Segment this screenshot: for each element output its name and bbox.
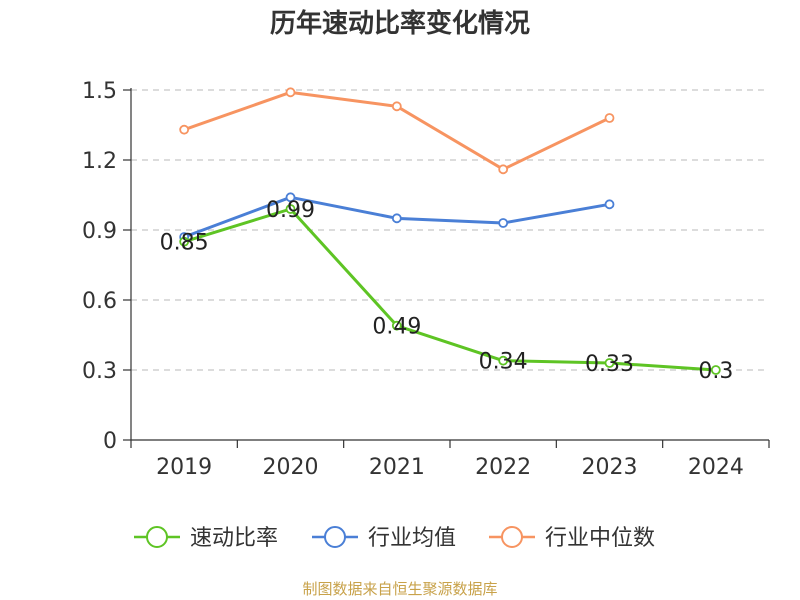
axes: 0 0.3 0.6 0.9 1.2 1.5 2019 2020 2021 2022 2023 2024 xyxy=(82,79,770,480)
y-tick-label: 1.2 xyxy=(82,149,117,174)
x-tick-label: 2019 xyxy=(156,455,212,480)
data-label: 0.33 xyxy=(585,352,634,377)
data-point xyxy=(391,320,402,331)
legend-label: 行业均值 xyxy=(368,526,456,551)
x-tick-label: 2021 xyxy=(369,455,425,480)
data-point xyxy=(285,192,296,203)
legend-item: 行业均值 xyxy=(312,526,456,551)
chart-title: 历年速动比率变化情况 xyxy=(270,8,530,39)
data-point xyxy=(710,365,721,375)
legend: 速动比率 行业均值 行业中位数 xyxy=(134,526,655,551)
y-tick-label: 0.6 xyxy=(82,289,117,314)
legend-label: 速动比率 xyxy=(190,526,278,551)
y-tick-label: 0.9 xyxy=(82,219,117,244)
data-point xyxy=(604,358,615,368)
series-line-quick-ratio xyxy=(183,207,716,372)
legend-marker-icon xyxy=(324,526,346,548)
data-point xyxy=(285,87,296,98)
data-point xyxy=(179,124,190,135)
data-label: 0.49 xyxy=(372,315,421,340)
data-point xyxy=(285,204,296,214)
source-note: 制图数据来自恒生聚源数据库 xyxy=(302,580,497,598)
x-tick-label: 2024 xyxy=(688,455,744,480)
x-tick-label: 2022 xyxy=(475,455,531,480)
data-point xyxy=(604,199,615,210)
legend-item: 速动比率 xyxy=(134,526,278,551)
legend-marker-icon xyxy=(146,526,168,548)
legend-marker-icon xyxy=(501,526,523,548)
data-point xyxy=(604,113,615,123)
data-label: 0.99 xyxy=(266,198,315,223)
legend-label: 行业中位数 xyxy=(545,526,655,551)
y-tick-label: 1.5 xyxy=(82,79,117,104)
data-point xyxy=(498,218,509,228)
y-tick-label: 0 xyxy=(103,429,117,454)
data-point xyxy=(391,101,402,112)
x-tick-label: 2020 xyxy=(263,455,319,480)
data-label: 0.3 xyxy=(698,359,733,384)
x-tick-label: 2023 xyxy=(582,455,638,480)
series-group xyxy=(179,87,721,375)
grid-lines xyxy=(131,89,769,371)
data-point xyxy=(391,213,402,224)
data-point xyxy=(179,236,190,247)
legend-item: 行业中位数 xyxy=(489,526,655,551)
data-label: 0.34 xyxy=(479,350,528,375)
data-point xyxy=(498,164,509,175)
data-label: 0.85 xyxy=(160,231,209,256)
data-labels: 0.85 0.99 0.49 0.34 0.33 0.3 xyxy=(160,198,734,384)
y-tick-label: 0.3 xyxy=(82,359,117,384)
data-point xyxy=(498,355,509,366)
